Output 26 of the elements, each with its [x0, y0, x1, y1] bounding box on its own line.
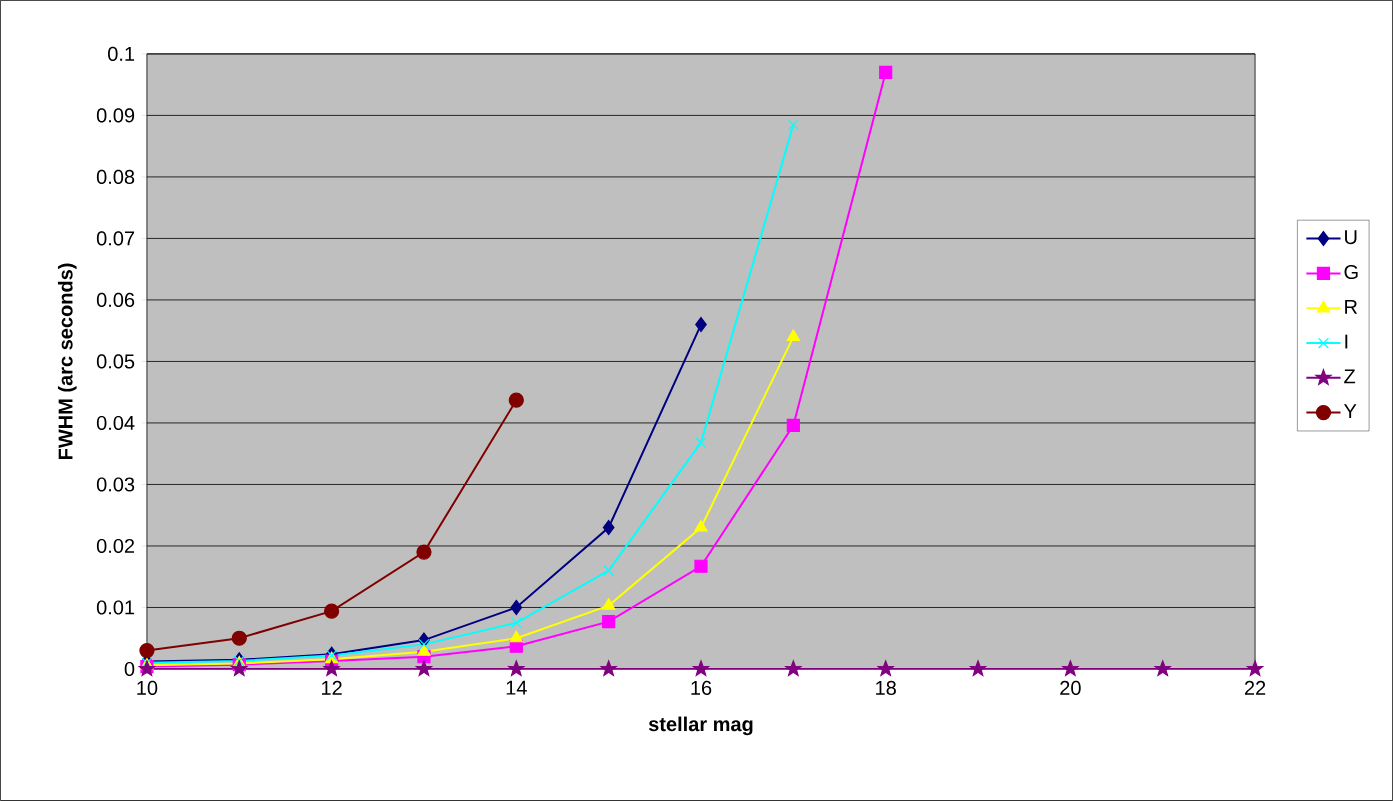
y-tick-label: 0.07 [96, 231, 135, 246]
legend-label: G [1344, 265, 1358, 280]
x-tick-label: 12 [322, 680, 342, 695]
x-tick-label: 18 [876, 680, 896, 696]
y-axis-title: FWHM (arc seconds) [57, 263, 77, 460]
legend-label: R [1345, 299, 1358, 314]
x-tick-label: 22 [1244, 680, 1266, 695]
y-tick-label: 0.09 [96, 108, 135, 123]
legend-label: Z [1344, 369, 1356, 384]
y-tick-label: 0.05 [96, 354, 135, 369]
legend-label: U [1345, 230, 1357, 245]
y-tick-label: 0.02 [96, 538, 135, 554]
x-tick-label: 14 [506, 680, 527, 695]
y-tick-label: 0.06 [96, 292, 135, 308]
legend-label: I [1345, 334, 1348, 349]
x-tick-label: 10 [137, 680, 158, 696]
x-tick-label: 20 [1060, 680, 1081, 696]
y-tick-label: 0.04 [96, 415, 135, 431]
x-axis-title: stellar mag [648, 716, 753, 736]
y-tick-label: 0.1 [108, 46, 135, 62]
y-tick-label: 0 [124, 661, 135, 677]
x-tick-label: 16 [691, 680, 712, 696]
y-tick-label: 0.01 [96, 600, 135, 615]
y-tick-label: 0.08 [96, 169, 135, 185]
y-tick-label: 0.03 [96, 477, 135, 492]
legend-label: Y [1343, 404, 1357, 419]
